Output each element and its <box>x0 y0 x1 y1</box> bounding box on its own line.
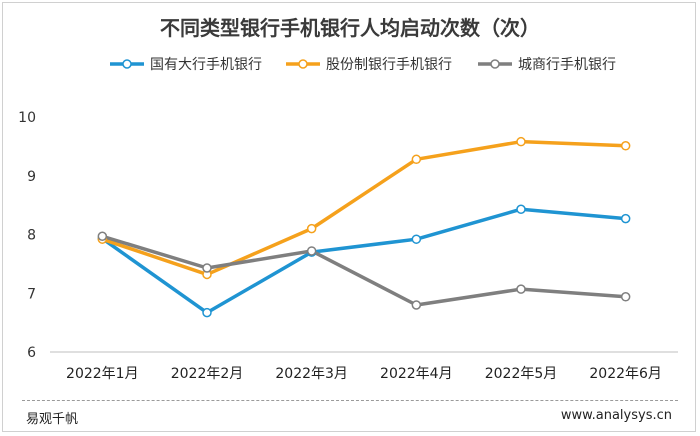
y-tick-label: 8 <box>27 228 36 244</box>
data-point <box>516 284 526 294</box>
data-point <box>202 263 212 273</box>
data-point <box>306 223 317 234</box>
data-point <box>411 234 422 244</box>
data-point <box>620 141 631 151</box>
website-label: www.analysys.cn <box>560 408 672 423</box>
x-tick-label: 2022年2月 <box>171 366 244 382</box>
y-tick-label: 9 <box>27 169 36 185</box>
x-tick-label: 2022年4月 <box>380 366 453 382</box>
y-tick-label: 6 <box>27 345 36 361</box>
x-tick-label: 2022年6月 <box>589 366 662 382</box>
legend-label: 股份制银行手机银行 <box>326 57 452 73</box>
data-point <box>411 154 422 165</box>
data-point <box>411 300 422 310</box>
series-line <box>100 139 628 277</box>
x-tick-label: 2022年5月 <box>485 366 558 382</box>
x-tick-label: 2022年3月 <box>275 366 348 382</box>
series-line <box>100 207 628 315</box>
legend-marker <box>122 59 132 69</box>
chart-frame <box>2 2 696 432</box>
legend-label: 城商行手机银行 <box>518 57 616 73</box>
x-tick-label: 2022年1月 <box>66 366 139 382</box>
source-label: 易观千帆 <box>26 412 79 427</box>
series-line <box>100 234 628 307</box>
chart-title: 不同类型银行手机银行人均启动次数（次） <box>160 16 540 40</box>
data-point <box>516 136 526 147</box>
y-tick-label: 10 <box>18 110 36 126</box>
y-tick-label: 7 <box>27 286 36 302</box>
legend-marker <box>490 59 500 69</box>
data-point <box>306 246 317 256</box>
legend-label: 国有大行手机银行 <box>150 57 262 73</box>
data-point <box>620 213 631 224</box>
data-point <box>516 204 526 214</box>
data-point <box>202 307 212 318</box>
legend-marker <box>298 59 308 69</box>
footer-divider <box>22 400 678 401</box>
data-point <box>620 292 631 302</box>
data-point <box>97 231 108 242</box>
